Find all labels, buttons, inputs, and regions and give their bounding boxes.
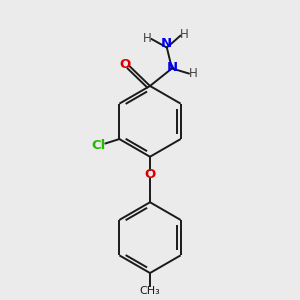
Text: H: H [189, 67, 197, 80]
Text: O: O [144, 168, 156, 181]
Text: O: O [119, 58, 130, 71]
Text: N: N [167, 61, 178, 74]
Text: H: H [180, 28, 189, 40]
Text: CH₃: CH₃ [140, 286, 160, 296]
Text: N: N [160, 37, 172, 50]
Text: H: H [143, 32, 152, 45]
Text: Cl: Cl [91, 139, 105, 152]
